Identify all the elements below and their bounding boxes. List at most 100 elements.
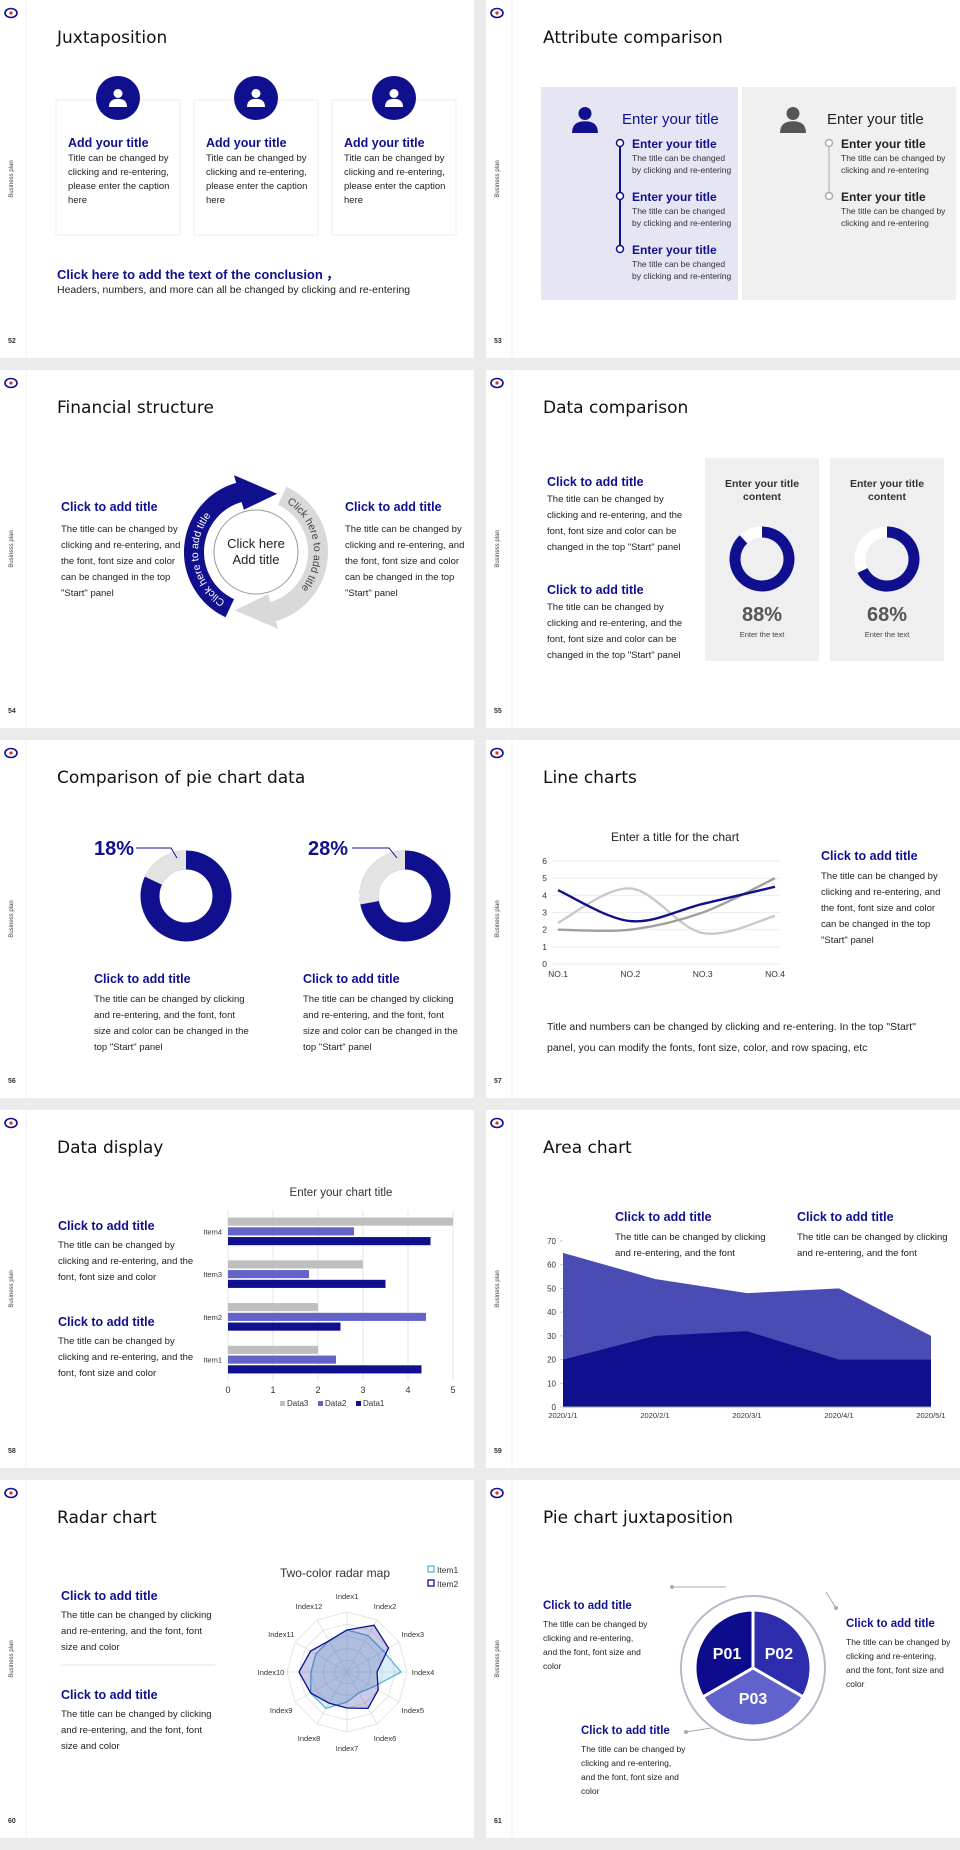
x-tick-label: 2020/3/1: [732, 1411, 761, 1420]
card: [55, 99, 181, 236]
legend-label: Data2: [325, 1399, 347, 1408]
donut-arc: [359, 850, 406, 905]
item-title: Enter your title: [632, 243, 717, 257]
item-title: Enter your title: [632, 137, 717, 151]
block-title: Click to add title: [615, 1210, 712, 1224]
x-tick-label: 3: [360, 1385, 365, 1395]
card-title: Add your title: [344, 136, 425, 150]
logo: [4, 377, 18, 389]
chart-title: Enter your chart title: [290, 1187, 393, 1199]
bar: [228, 1365, 422, 1374]
logo-dot: [9, 1121, 13, 1125]
radar-label: Index11: [268, 1630, 294, 1639]
logo-dot: [9, 11, 13, 15]
graphic: [490, 1480, 513, 1838]
logo: [490, 377, 504, 389]
item-title: Enter your title: [841, 190, 926, 204]
block-text: The title can be changed by clicking and…: [345, 524, 465, 599]
connector-dot: [670, 1585, 674, 1589]
block-title: Click to add title: [58, 1315, 155, 1329]
slide-title: Juxtaposition: [57, 28, 168, 48]
segment-label: P01: [713, 1646, 742, 1663]
line-series: [557, 887, 776, 936]
slide: Business plan 53 Attribute comparison Enter…: [486, 0, 960, 358]
donut-arc: [857, 526, 920, 592]
donut-arc: [729, 526, 795, 592]
slide: Business plan 56 Comparison of pie chart d…: [0, 740, 474, 1098]
bar: [228, 1260, 363, 1269]
block-text: The title can be changed by clicking and…: [58, 1240, 194, 1283]
x-tick-label: NO.3: [693, 969, 713, 979]
y-tick-label: 4: [542, 890, 547, 900]
center-text: Click here Add title: [227, 536, 285, 567]
page-number: 58: [8, 1448, 16, 1455]
bar: [228, 1217, 453, 1226]
block-title: Click to add title: [94, 972, 191, 986]
outer-ring: [680, 1595, 826, 1741]
slide-title: Data display: [57, 1138, 164, 1158]
note: Headers, numbers, and more can all be ch…: [57, 284, 411, 296]
graphic: [4, 740, 27, 1098]
logo-dot: [495, 1491, 499, 1495]
logo: [490, 1117, 504, 1129]
page-number: 55: [494, 708, 502, 715]
graphic: [490, 740, 513, 1098]
logo-dot: [9, 381, 13, 385]
item-text: The title can be changed by clicking and…: [632, 259, 732, 281]
item-title: Enter your title: [632, 190, 717, 204]
y-tick-label: Item3: [203, 1270, 222, 1279]
arrow-head: [234, 594, 279, 629]
timeline-dot: [615, 138, 625, 148]
block-title: Click to add title: [61, 1589, 158, 1603]
logo: [4, 747, 18, 759]
logo-dot: [9, 1491, 13, 1495]
graphic: [490, 0, 513, 358]
radar-label: Index7: [336, 1744, 359, 1753]
logo: [4, 1487, 18, 1499]
block-text: The title can be changed by clicking and…: [303, 994, 458, 1053]
arrow-band: [184, 482, 243, 618]
y-tick-label: 1: [542, 942, 547, 952]
icon-head: [113, 89, 123, 98]
x-tick-label: 2020/4/1: [824, 1411, 853, 1420]
bar: [228, 1279, 386, 1288]
icon-body: [247, 98, 265, 107]
icon-body: [109, 98, 127, 107]
block-title: Click to add title: [345, 500, 442, 514]
y-tick-label: Item4: [203, 1227, 222, 1236]
radar-spoke: [346, 1671, 378, 1725]
page-number: 61: [494, 1818, 502, 1825]
radar-spoke: [294, 1641, 348, 1673]
slide-title: Line charts: [543, 768, 637, 788]
bar: [228, 1270, 309, 1279]
legend-label: Data1: [363, 1399, 385, 1408]
bar: [228, 1322, 341, 1331]
card-title: Enter your title content: [724, 478, 800, 503]
bar: [228, 1303, 318, 1312]
block-title: Click to add title: [547, 583, 644, 597]
page-number: 59: [494, 1448, 502, 1455]
card: [193, 99, 319, 236]
page-number: 60: [8, 1818, 16, 1825]
y-tick-label: 60: [547, 1261, 556, 1270]
legend-swatch: [280, 1401, 285, 1406]
arrow-band: [269, 486, 328, 622]
block-text: The title can be changed by clicking and…: [581, 1744, 686, 1796]
icon-body: [780, 121, 806, 133]
chart-title: Two-color radar map: [280, 1566, 390, 1580]
card-text: Title can be changed by clicking and re-…: [68, 153, 170, 206]
x-tick-label: 0: [225, 1385, 230, 1395]
radar-spoke: [346, 1641, 400, 1673]
page-number: 53: [494, 338, 502, 345]
graphic: [4, 1110, 27, 1468]
bar: [228, 1227, 354, 1236]
logo: [4, 7, 18, 19]
legend-swatch: [427, 1565, 435, 1573]
card-value: 88%: [741, 604, 783, 626]
y-tick-label: 6: [542, 856, 547, 866]
item-text: The title can be changed by clicking and…: [841, 153, 946, 175]
y-tick-label: 2: [542, 925, 547, 935]
pie-segment: [700, 1666, 806, 1728]
x-tick-label: NO.1: [548, 969, 568, 979]
